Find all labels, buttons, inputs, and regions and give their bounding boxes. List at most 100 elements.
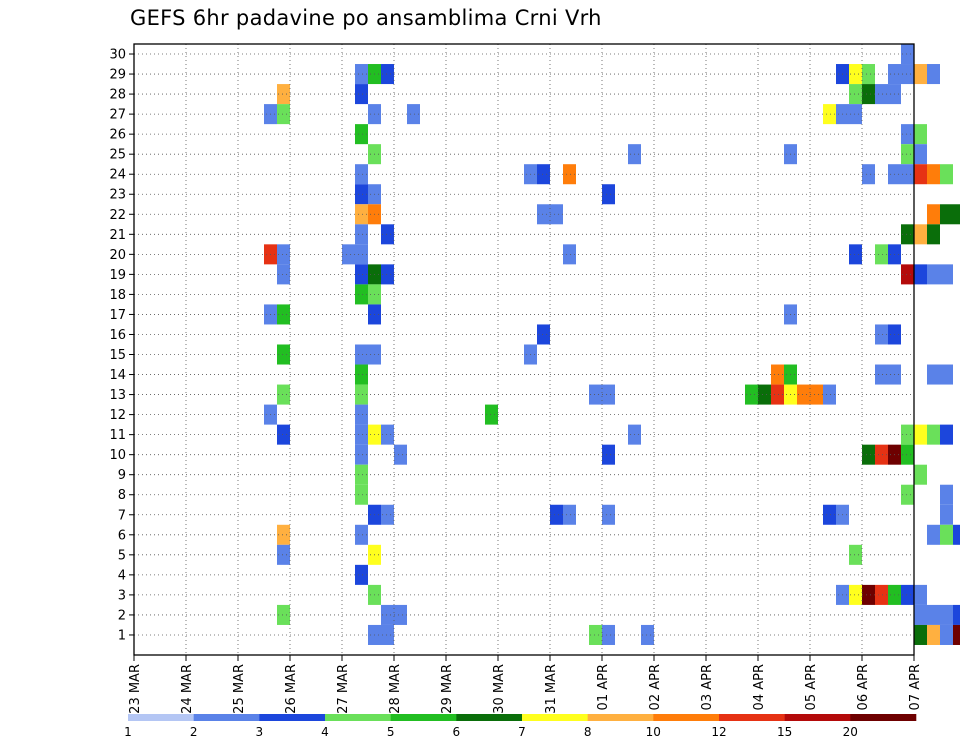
heatmap-cell — [537, 324, 550, 345]
colorbar-label: 2 — [190, 725, 198, 739]
heatmap-cell — [381, 64, 394, 85]
y-tick-label: 18 — [109, 288, 126, 303]
heatmap-cell — [927, 424, 940, 445]
heatmap-cell — [563, 164, 576, 185]
y-tick-label: 26 — [109, 128, 126, 143]
colorbar-swatch — [259, 714, 326, 721]
y-tick-label: 3 — [118, 588, 126, 603]
heatmap-cell — [901, 44, 914, 65]
colorbar-label: 6 — [452, 725, 460, 739]
heatmap-cell — [355, 64, 368, 85]
heatmap-cell — [875, 324, 888, 345]
heatmap-cell — [563, 504, 576, 525]
colorbar-swatch — [128, 714, 194, 721]
heatmap-cell — [589, 624, 602, 645]
heatmap-cell — [901, 224, 914, 245]
heatmap-cell — [849, 544, 862, 565]
heatmap-cell — [394, 604, 407, 625]
heatmap-cell — [381, 604, 394, 625]
y-tick-label: 22 — [109, 208, 126, 223]
heatmap-cell — [914, 624, 927, 645]
heatmap-cell — [381, 424, 394, 445]
colorbar-swatch — [390, 714, 457, 721]
y-tick-label: 27 — [109, 108, 126, 123]
heatmap-cell — [914, 424, 927, 445]
y-tick-label: 30 — [109, 48, 126, 63]
heatmap-cell — [550, 204, 563, 225]
heatmap-cell — [914, 264, 927, 285]
heatmap-cell — [355, 204, 368, 225]
chart-title: GEFS 6hr padavine po ansamblima Crni Vrh — [130, 6, 602, 30]
colorbar-swatch — [784, 714, 851, 721]
heatmap-cell — [940, 524, 953, 545]
heatmap-cell — [355, 464, 368, 485]
heatmap-cell — [914, 464, 927, 485]
heatmap-cell — [355, 384, 368, 405]
heatmap-cell — [810, 384, 823, 405]
colorbar-swatch — [719, 714, 785, 721]
x-tick-label: 24 MAR — [180, 664, 195, 714]
heatmap-cell — [342, 244, 355, 265]
heatmap-cell — [953, 624, 960, 645]
heatmap-cell — [355, 444, 368, 465]
y-tick-label: 6 — [118, 528, 126, 543]
heatmap-cell — [589, 384, 602, 405]
y-tick-label: 12 — [109, 408, 126, 423]
x-tick-label: 06 APR — [856, 664, 871, 710]
heatmap-cell — [940, 624, 953, 645]
heatmap-cell — [875, 584, 888, 605]
x-tick-label: 27 MAR — [336, 664, 351, 714]
heatmap-cell — [381, 624, 394, 645]
y-tick-label: 25 — [109, 148, 126, 163]
y-tick-label: 16 — [109, 328, 126, 343]
y-tick-label: 13 — [109, 388, 126, 403]
heatmap-cell — [875, 444, 888, 465]
heatmap-cell — [940, 204, 953, 225]
heatmap-cell — [901, 584, 914, 605]
heatmap-cell — [355, 524, 368, 545]
y-tick-label: 11 — [109, 428, 126, 443]
x-tick-label: 25 MAR — [232, 664, 247, 714]
heatmap-cell — [940, 504, 953, 525]
y-tick-label: 9 — [118, 468, 126, 483]
heatmap-cell — [914, 164, 927, 185]
heatmap-cell — [602, 184, 615, 205]
heatmap-cell — [602, 444, 615, 465]
heatmap-cell — [537, 164, 550, 185]
heatmap-cell — [277, 604, 290, 625]
x-tick-label: 05 APR — [804, 664, 819, 710]
heatmap-cell — [277, 384, 290, 405]
colorbar-label: 20 — [843, 725, 858, 739]
heatmap-cell — [953, 204, 960, 225]
colorbar-swatch — [193, 714, 260, 721]
colorbar-swatch — [653, 714, 720, 721]
heatmap-cell — [862, 64, 875, 85]
plot-frame — [133, 43, 915, 656]
colorbar-swatch — [850, 714, 917, 721]
heatmap-cell — [277, 424, 290, 445]
heatmap-cell — [355, 264, 368, 285]
heatmap-cell — [875, 84, 888, 105]
heatmap-cell — [940, 364, 953, 385]
heatmap-cell — [914, 124, 927, 145]
x-tick-label: 28 MAR — [388, 664, 403, 714]
heatmap-cell — [823, 104, 836, 125]
y-tick-label: 21 — [109, 228, 126, 243]
heatmap-cell — [355, 184, 368, 205]
heatmap-cell — [355, 164, 368, 185]
x-tick-label: 30 MAR — [492, 664, 507, 714]
colorbar-label: 4 — [321, 725, 329, 739]
heatmap-cell — [602, 384, 615, 405]
heatmap-cell — [381, 264, 394, 285]
heatmap-cell — [927, 624, 940, 645]
heatmap-cell — [602, 624, 615, 645]
heatmap-cell — [771, 364, 784, 385]
y-axis: 1234567891011121314151617181920212223242… — [109, 48, 134, 643]
heatmap-cell — [901, 264, 914, 285]
x-tick-label: 29 MAR — [440, 664, 455, 714]
heatmap-cell — [407, 104, 420, 125]
heatmap-cell — [914, 224, 927, 245]
heatmap-cell — [602, 504, 615, 525]
heatmap-cell — [940, 484, 953, 505]
heatmap-cell — [277, 304, 290, 325]
